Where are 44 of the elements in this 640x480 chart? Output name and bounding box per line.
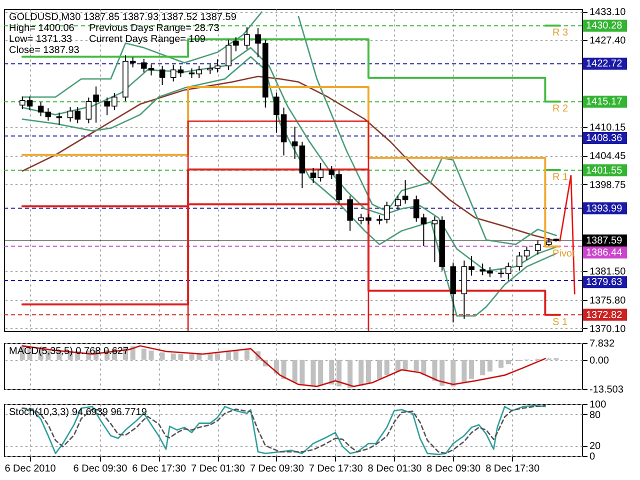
x-tick-label: 6 Dec 09:30 xyxy=(73,464,128,474)
ref-line-label: 1372.82 xyxy=(586,310,623,321)
ref-line-label: 1422.72 xyxy=(586,58,623,70)
y-tick-label: -13.503 xyxy=(590,384,624,396)
x-tick-label: 8 Dec 01:30 xyxy=(368,464,422,474)
x-tick-label: 8 Dec 17:30 xyxy=(486,464,540,474)
ref-line-label: 1386.44 xyxy=(586,247,623,258)
annotation: High= 1400.06 xyxy=(9,23,75,34)
annotation: R 2 xyxy=(552,104,569,115)
y-tick-label: 1398.75 xyxy=(590,180,626,191)
y-tick-label: 20 xyxy=(590,441,602,452)
ref-line-label: 1379.63 xyxy=(586,277,623,288)
y-tick-label: 7.832 xyxy=(590,338,615,350)
ref-line-label: 1387.59 xyxy=(586,235,623,246)
annotation: R 1 xyxy=(552,172,569,183)
ref-line-label: 1408.36 xyxy=(586,132,623,144)
annotation: Current Days Range= 109 xyxy=(89,34,206,45)
y-tick-label: 80 xyxy=(590,410,602,421)
y-tick-label: 1410.15 xyxy=(590,122,626,134)
y-tick-label: 1404.45 xyxy=(590,151,626,162)
ref-line-label: 1393.99 xyxy=(586,203,623,214)
y-tick-label: 0.00 xyxy=(590,355,610,366)
chart-title: GOLDUSD,M30 1387.85 1387.93 1387.52 1387.59 xyxy=(9,12,237,23)
x-tick-label: 6 Dec 17:30 xyxy=(132,464,187,474)
y-tick-label: 1381.50 xyxy=(590,266,626,278)
y-tick-label: 1375.80 xyxy=(590,295,626,306)
y-tick-label: 1370.10 xyxy=(590,324,626,335)
ref-line-label: 1430.28 xyxy=(586,20,623,32)
annotation: S 1 xyxy=(552,316,568,328)
ref-line-label: 1401.55 xyxy=(586,165,623,176)
annotation: Close= 1387.93 xyxy=(9,45,80,56)
y-tick-label: 1433.10 xyxy=(590,7,626,18)
x-tick-label: 7 Dec 09:30 xyxy=(250,464,304,474)
annotation: Previous Days Range= 28.73 xyxy=(89,23,220,34)
x-tick-label: 7 Dec 17:30 xyxy=(308,464,364,474)
y-tick-label: 1427.40 xyxy=(590,36,626,47)
x-tick-label: 7 Dec 01:30 xyxy=(191,464,246,474)
x-tick-label: 8 Dec 09:30 xyxy=(426,464,482,474)
ref-line-label: 1415.17 xyxy=(586,96,623,108)
y-tick-label: 0 xyxy=(590,452,596,462)
annotation: R 3 xyxy=(552,28,569,39)
x-tick-label: 6 Dec 2010 xyxy=(4,464,56,474)
annotation: Low= 1371.33 xyxy=(9,34,73,45)
y-tick-label: 100 xyxy=(590,400,607,410)
